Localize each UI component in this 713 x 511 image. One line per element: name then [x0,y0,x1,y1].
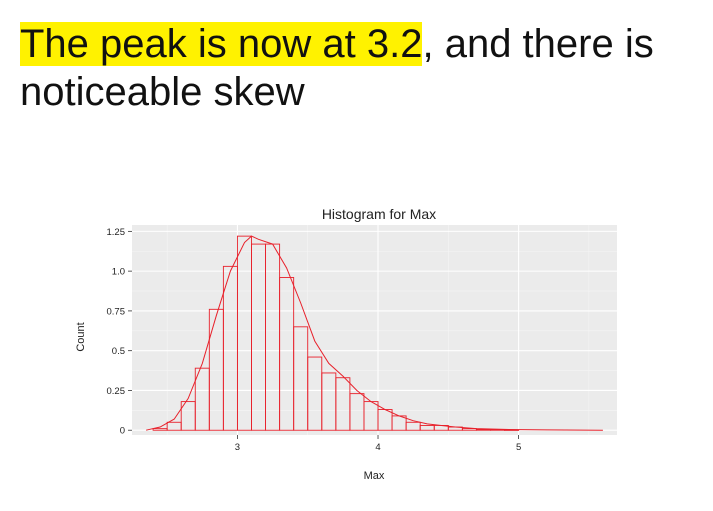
y-axis: 0 0.25 0.5 0.75 1.0 1.25 [107,227,132,437]
slide-title-highlight: The peak is now at 3.2 [20,22,423,66]
x-axis: 3 4 5 [235,435,521,453]
slide-title: The peak is now at 3.2, and there is not… [20,20,700,116]
y-tick-label: 0.75 [107,306,126,317]
slide-title-rest: , and there is noticeable skew [20,22,654,114]
y-tick-label: 1.0 [112,267,125,278]
x-axis-label: Max [364,470,385,482]
y-tick-label: 0.5 [112,346,125,357]
density-curve-layer [145,235,603,431]
chart-title: Histogram for Max [322,206,436,222]
y-axis-label: Count [75,322,87,351]
y-tick-label: 1.25 [107,227,126,238]
x-tick-label: 5 [516,442,521,453]
histogram-bars [152,235,520,431]
plot-panel [132,225,617,435]
x-tick-label: 4 [375,442,380,453]
density-curve [145,235,603,431]
histogram-bar [475,428,491,431]
y-tick-label: 0.25 [107,386,126,397]
histogram-chart: Histogram for Max 0 0.25 0.5 0.75 1.0 1.25 3 4… [75,206,617,482]
grid-minor-lines [132,225,617,435]
x-tick-label: 3 [235,442,240,453]
y-tick-label: 0 [120,426,125,437]
